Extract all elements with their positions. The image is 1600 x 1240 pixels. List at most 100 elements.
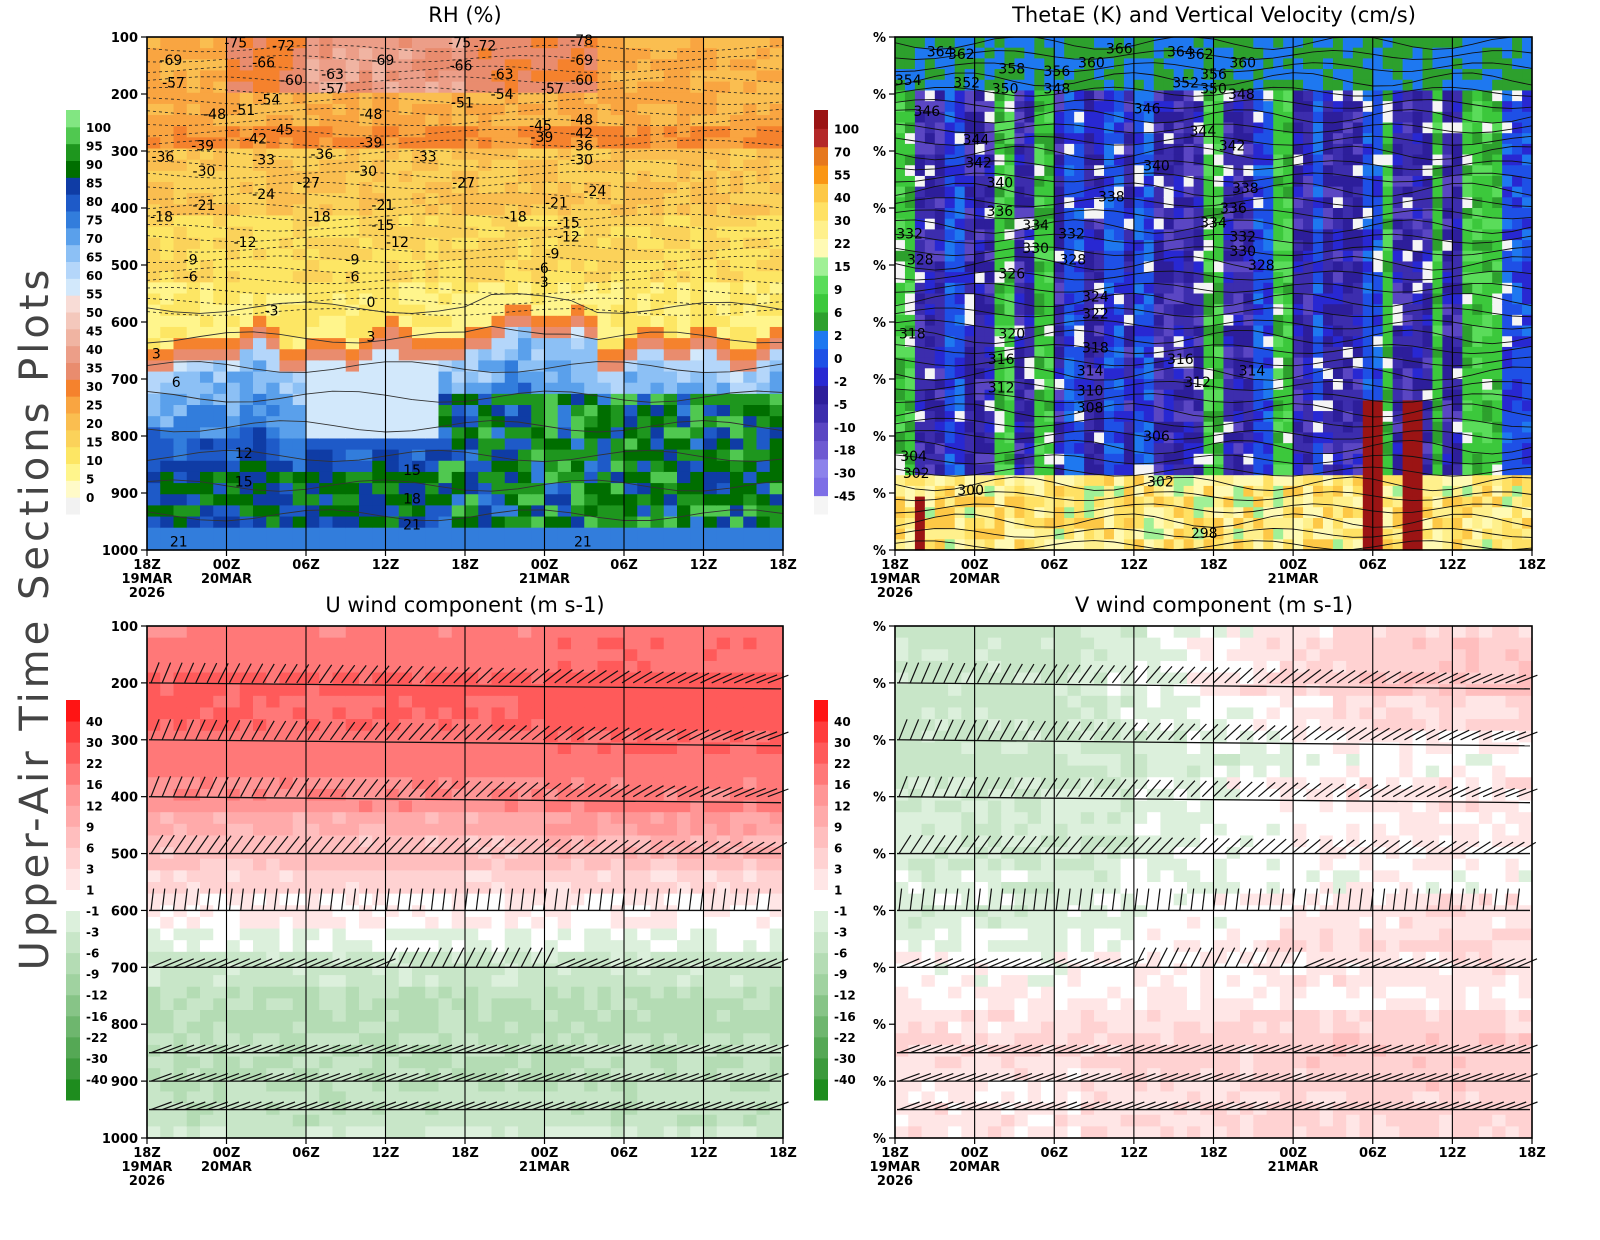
rh-field-cell: [306, 70, 320, 82]
thetae-field-cell: [1154, 187, 1165, 198]
thetae-field-cell: [1074, 197, 1085, 208]
rh-field-cell: [717, 528, 731, 540]
thetae-field-cell: [1223, 112, 1234, 123]
thetae-field-cell: [1343, 48, 1354, 59]
thetae-field-cell: [1124, 187, 1135, 198]
thetae-field-cell: [1273, 123, 1284, 134]
rh-field-cell: [757, 450, 771, 462]
rh-field-cell: [187, 93, 201, 105]
thetae-field-cell: [1124, 251, 1135, 262]
rh-field-cell: [386, 37, 400, 49]
rh-field-cell: [611, 305, 625, 317]
thetae-field-cell: [1313, 304, 1324, 315]
thetae-field-cell: [1403, 208, 1414, 219]
rh-field-cell: [664, 372, 678, 384]
thetae-field-cell: [1303, 422, 1314, 433]
rh-field-cell: [637, 494, 651, 506]
rh-field-cell: [306, 238, 320, 250]
thetae-field-cell: [1383, 144, 1394, 155]
thetae-field-cell: [1333, 432, 1344, 443]
rh-field-cell: [677, 539, 691, 551]
thetae-field-cell: [1333, 411, 1344, 422]
thetae-field-cell: [1253, 497, 1264, 508]
rh-field-cell: [611, 149, 625, 161]
thetae-field-cell: [1204, 261, 1215, 272]
rh-field-cell: [306, 528, 320, 540]
thetae-field-cell: [1104, 208, 1115, 219]
rh-field-cell: [293, 282, 307, 294]
rh-field-cell: [293, 126, 307, 138]
rh-field-cell: [412, 405, 426, 417]
thetae-field-cell: [1353, 187, 1364, 198]
rh-field-cell: [174, 316, 188, 328]
thetae-field-cell: [1214, 379, 1225, 390]
thetae-field-cell: [935, 358, 946, 369]
rh-field-cell: [346, 483, 360, 495]
rh-field-cell: [743, 427, 757, 439]
thetae-field-cell: [1164, 315, 1175, 326]
rh-field-cell: [452, 238, 466, 250]
thetae-field-cell: [1124, 422, 1135, 433]
rh-field-cell: [690, 305, 704, 317]
thetae-field-cell: [1004, 123, 1015, 134]
rh-field-cell: [253, 405, 267, 417]
thetae-field-cell: [1064, 37, 1075, 48]
rh-field-cell: [584, 416, 598, 428]
rh-field-cell: [227, 59, 241, 71]
rh-field-cell: [770, 37, 784, 49]
rh-colorbar-label: 50: [86, 306, 103, 320]
rh-y-tick-label: 1000: [102, 544, 138, 559]
thetae-field-cell: [1363, 176, 1374, 187]
rh-field-cell: [425, 171, 439, 183]
rh-field-cell: [743, 494, 757, 506]
thetae-field-cell: [1144, 315, 1155, 326]
rh-field-cell: [174, 416, 188, 428]
rh-field-cell: [200, 405, 214, 417]
thetae-field-cell: [1104, 454, 1115, 465]
rh-field-cell: [664, 405, 678, 417]
rh-y-tick-label: 900: [111, 487, 138, 502]
rh-field-cell: [611, 427, 625, 439]
thetae-field-cell: [1134, 283, 1145, 294]
rh-field-cell: [505, 427, 519, 439]
thetae-field-cell: [1363, 123, 1374, 134]
thetae-field-cell: [1124, 133, 1135, 144]
rh-field-cell: [293, 215, 307, 227]
rh-field-cell: [399, 171, 413, 183]
thetae-field-cell: [1074, 123, 1085, 134]
thetae-field-cell: [1253, 411, 1264, 422]
rh-field-cell: [439, 517, 453, 529]
thetae-field-cell: [1144, 272, 1155, 283]
rh-field-cell: [690, 494, 704, 506]
thetae-field-cell: [915, 422, 926, 433]
rh-field-cell: [452, 505, 466, 517]
thetae-field-cell: [1363, 197, 1374, 208]
rh-field-cell: [531, 316, 545, 328]
thetae-field-cell: [1114, 229, 1125, 240]
thetae-field-cell: [1064, 539, 1075, 550]
rh-field-cell: [439, 215, 453, 227]
rh-field-cell: [425, 360, 439, 372]
rh-contour-label: -39: [359, 135, 382, 151]
thetae-field-cell: [935, 454, 946, 465]
rh-field-cell: [465, 461, 479, 473]
rh-colorbar-label: 90: [86, 158, 103, 172]
rh-field-cell: [624, 215, 638, 227]
thetae-field-cell: [1014, 304, 1025, 315]
thetae-field-cell: [1363, 133, 1374, 144]
rh-field-cell: [412, 383, 426, 395]
rh-field-cell: [452, 149, 466, 161]
thetae-field-cell: [1393, 486, 1404, 497]
rh-field-cell: [770, 438, 784, 450]
rh-field-cell: [306, 104, 320, 116]
thetae-field-cell: [1273, 283, 1284, 294]
thetae-field-cell: [1343, 197, 1354, 208]
rh-field-cell: [651, 517, 665, 529]
thetae-field-cell: [1074, 165, 1085, 176]
rh-field-cell: [412, 93, 426, 105]
thetae-field-cell: [1393, 432, 1404, 443]
rh-field-cell: [598, 427, 612, 439]
rh-field-cell: [478, 517, 492, 529]
rh-field-cell: [584, 316, 598, 328]
rh-field-cell: [664, 204, 678, 216]
